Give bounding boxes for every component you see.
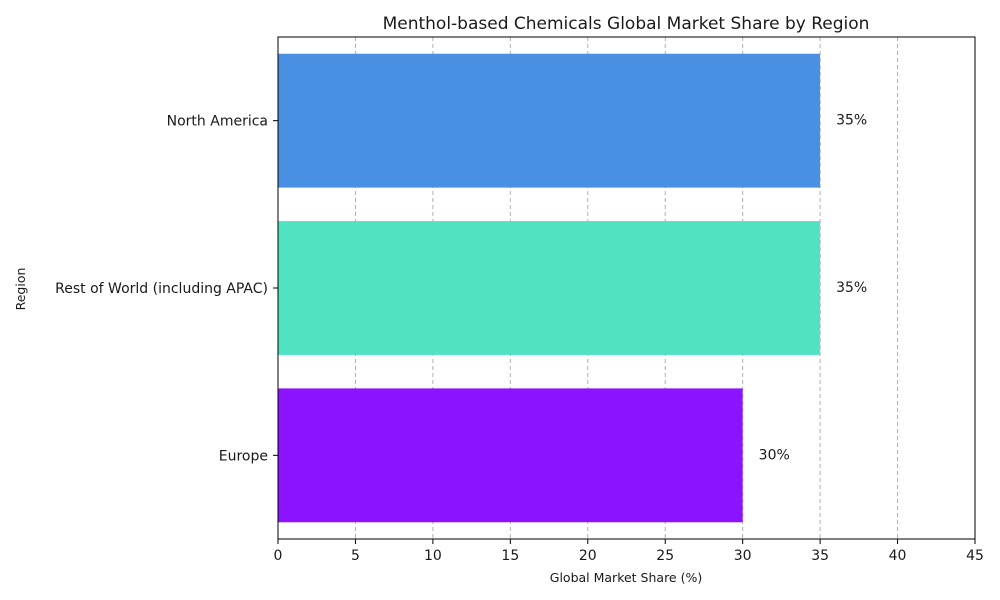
x-tick-label: 10	[424, 548, 442, 564]
x-axis-label: Global Market Share (%)	[550, 570, 702, 585]
bar	[278, 388, 743, 523]
chart-title: Menthol-based Chemicals Global Market Sh…	[383, 14, 870, 34]
bar-value-label: 35%	[836, 113, 867, 129]
y-tick-label: Europe	[219, 448, 268, 464]
data-labels: 30% 35% 35%	[759, 113, 868, 464]
y-axis-ticks: Europe Rest of World (including APAC) Nort…	[55, 114, 278, 464]
bar-value-label: 30%	[759, 447, 790, 463]
x-tick-label: 40	[889, 548, 907, 564]
bar	[278, 221, 821, 355]
x-tick-label: 45	[966, 548, 984, 564]
x-tick-label: 0	[274, 548, 283, 564]
x-axis-ticks: 0 5 10 15 20 25 30 35 40 45	[274, 539, 984, 564]
x-tick-label: 25	[656, 548, 674, 564]
bars	[278, 53, 821, 523]
x-tick-label: 20	[579, 548, 597, 564]
bar	[278, 53, 821, 188]
y-tick-label: Rest of World (including APAC)	[55, 281, 268, 297]
y-tick-label: North America	[167, 114, 268, 130]
x-tick-label: 5	[351, 548, 360, 564]
y-axis-label: Region	[13, 268, 28, 311]
x-tick-label: 35	[811, 548, 829, 564]
bar-value-label: 35%	[836, 280, 867, 296]
x-tick-label: 15	[501, 548, 519, 564]
x-tick-label: 30	[734, 548, 752, 564]
